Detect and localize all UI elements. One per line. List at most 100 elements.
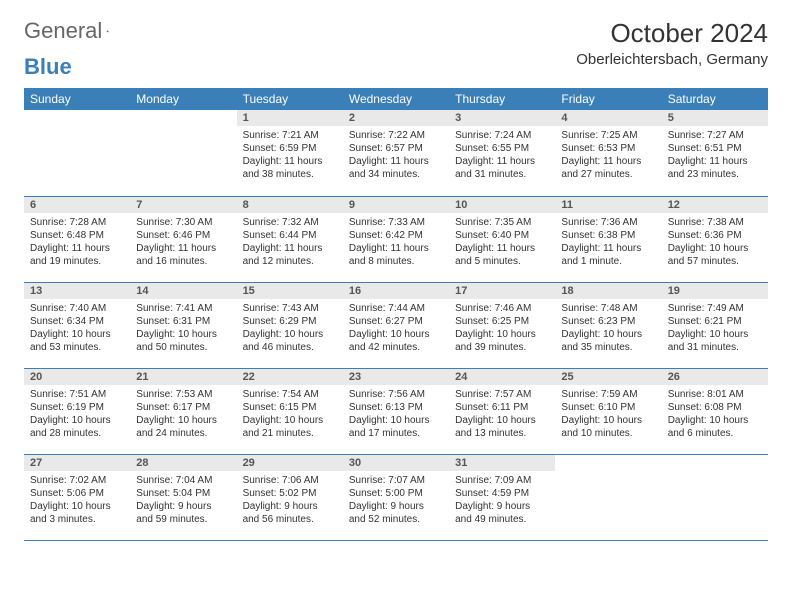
daylight-text: Daylight: 11 hours and 27 minutes. <box>561 155 655 181</box>
sunrise-text: Sunrise: 7:59 AM <box>561 388 655 401</box>
sunrise-text: Sunrise: 7:07 AM <box>349 474 443 487</box>
sunrise-text: Sunrise: 7:51 AM <box>30 388 124 401</box>
day-details: Sunrise: 7:09 AMSunset: 4:59 PMDaylight:… <box>449 471 555 530</box>
daylight-text: Daylight: 10 hours and 31 minutes. <box>668 328 762 354</box>
calendar-day-cell: 20Sunrise: 7:51 AMSunset: 6:19 PMDayligh… <box>24 368 130 454</box>
day-number: 7 <box>130 197 236 213</box>
day-number: 4 <box>555 110 661 126</box>
logo-text-blue: Blue <box>24 54 72 80</box>
daylight-text: Daylight: 11 hours and 1 minute. <box>561 242 655 268</box>
day-details: Sunrise: 7:25 AMSunset: 6:53 PMDaylight:… <box>555 126 661 185</box>
sunset-text: Sunset: 6:48 PM <box>30 229 124 242</box>
day-details: Sunrise: 7:28 AMSunset: 6:48 PMDaylight:… <box>24 213 130 272</box>
day-details: Sunrise: 7:07 AMSunset: 5:00 PMDaylight:… <box>343 471 449 530</box>
calendar-week-row: 27Sunrise: 7:02 AMSunset: 5:06 PMDayligh… <box>24 454 768 540</box>
calendar-week-row: 13Sunrise: 7:40 AMSunset: 6:34 PMDayligh… <box>24 282 768 368</box>
calendar-table: SundayMondayTuesdayWednesdayThursdayFrid… <box>24 88 768 541</box>
daylight-text: Daylight: 11 hours and 38 minutes. <box>243 155 337 181</box>
calendar-day-cell: 16Sunrise: 7:44 AMSunset: 6:27 PMDayligh… <box>343 282 449 368</box>
calendar-day-cell: 8Sunrise: 7:32 AMSunset: 6:44 PMDaylight… <box>237 196 343 282</box>
weekday-header: Saturday <box>662 88 768 110</box>
calendar-day-cell: 6Sunrise: 7:28 AMSunset: 6:48 PMDaylight… <box>24 196 130 282</box>
day-number: 27 <box>24 455 130 471</box>
sunrise-text: Sunrise: 7:33 AM <box>349 216 443 229</box>
calendar-day-cell: 31Sunrise: 7:09 AMSunset: 4:59 PMDayligh… <box>449 454 555 540</box>
calendar-day-cell: 25Sunrise: 7:59 AMSunset: 6:10 PMDayligh… <box>555 368 661 454</box>
day-details: Sunrise: 7:04 AMSunset: 5:04 PMDaylight:… <box>130 471 236 530</box>
calendar-day-cell: 30Sunrise: 7:07 AMSunset: 5:00 PMDayligh… <box>343 454 449 540</box>
day-details: Sunrise: 7:30 AMSunset: 6:46 PMDaylight:… <box>130 213 236 272</box>
logo: General <box>24 18 128 44</box>
daylight-text: Daylight: 11 hours and 8 minutes. <box>349 242 443 268</box>
day-number: 15 <box>237 283 343 299</box>
day-details: Sunrise: 7:54 AMSunset: 6:15 PMDaylight:… <box>237 385 343 444</box>
sunset-text: Sunset: 5:02 PM <box>243 487 337 500</box>
sunrise-text: Sunrise: 7:54 AM <box>243 388 337 401</box>
day-details: Sunrise: 7:38 AMSunset: 6:36 PMDaylight:… <box>662 213 768 272</box>
calendar-day-cell: 28Sunrise: 7:04 AMSunset: 5:04 PMDayligh… <box>130 454 236 540</box>
daylight-text: Daylight: 11 hours and 31 minutes. <box>455 155 549 181</box>
daylight-text: Daylight: 10 hours and 13 minutes. <box>455 414 549 440</box>
title-block: October 2024 Oberleichtersbach, Germany <box>576 18 768 68</box>
sunset-text: Sunset: 5:00 PM <box>349 487 443 500</box>
daylight-text: Daylight: 10 hours and 24 minutes. <box>136 414 230 440</box>
sunrise-text: Sunrise: 7:25 AM <box>561 129 655 142</box>
sunrise-text: Sunrise: 7:43 AM <box>243 302 337 315</box>
day-details: Sunrise: 7:56 AMSunset: 6:13 PMDaylight:… <box>343 385 449 444</box>
day-number: 6 <box>24 197 130 213</box>
day-details: Sunrise: 7:27 AMSunset: 6:51 PMDaylight:… <box>662 126 768 185</box>
day-number: 19 <box>662 283 768 299</box>
weekday-header: Sunday <box>24 88 130 110</box>
sunset-text: Sunset: 6:29 PM <box>243 315 337 328</box>
sunset-text: Sunset: 6:57 PM <box>349 142 443 155</box>
sunset-text: Sunset: 6:21 PM <box>668 315 762 328</box>
daylight-text: Daylight: 10 hours and 28 minutes. <box>30 414 124 440</box>
sunset-text: Sunset: 5:06 PM <box>30 487 124 500</box>
day-number: 28 <box>130 455 236 471</box>
calendar-day-cell <box>662 454 768 540</box>
sunrise-text: Sunrise: 7:56 AM <box>349 388 443 401</box>
day-number: 26 <box>662 369 768 385</box>
daylight-text: Daylight: 10 hours and 42 minutes. <box>349 328 443 354</box>
calendar-day-cell: 19Sunrise: 7:49 AMSunset: 6:21 PMDayligh… <box>662 282 768 368</box>
calendar-day-cell: 3Sunrise: 7:24 AMSunset: 6:55 PMDaylight… <box>449 110 555 196</box>
calendar-day-cell: 9Sunrise: 7:33 AMSunset: 6:42 PMDaylight… <box>343 196 449 282</box>
sunset-text: Sunset: 6:27 PM <box>349 315 443 328</box>
daylight-text: Daylight: 10 hours and 57 minutes. <box>668 242 762 268</box>
sunset-text: Sunset: 6:53 PM <box>561 142 655 155</box>
calendar-day-cell: 7Sunrise: 7:30 AMSunset: 6:46 PMDaylight… <box>130 196 236 282</box>
month-title: October 2024 <box>576 18 768 49</box>
daylight-text: Daylight: 9 hours and 59 minutes. <box>136 500 230 526</box>
sunset-text: Sunset: 6:13 PM <box>349 401 443 414</box>
sunset-text: Sunset: 6:36 PM <box>668 229 762 242</box>
sunrise-text: Sunrise: 7:04 AM <box>136 474 230 487</box>
day-details: Sunrise: 7:02 AMSunset: 5:06 PMDaylight:… <box>24 471 130 530</box>
calendar-day-cell <box>130 110 236 196</box>
sunset-text: Sunset: 6:42 PM <box>349 229 443 242</box>
sunrise-text: Sunrise: 7:40 AM <box>30 302 124 315</box>
weekday-header: Friday <box>555 88 661 110</box>
daylight-text: Daylight: 10 hours and 21 minutes. <box>243 414 337 440</box>
daylight-text: Daylight: 10 hours and 50 minutes. <box>136 328 230 354</box>
sunrise-text: Sunrise: 7:53 AM <box>136 388 230 401</box>
day-details: Sunrise: 7:41 AMSunset: 6:31 PMDaylight:… <box>130 299 236 358</box>
sunrise-text: Sunrise: 7:06 AM <box>243 474 337 487</box>
daylight-text: Daylight: 11 hours and 16 minutes. <box>136 242 230 268</box>
day-number: 18 <box>555 283 661 299</box>
day-number: 16 <box>343 283 449 299</box>
day-number: 31 <box>449 455 555 471</box>
sunrise-text: Sunrise: 8:01 AM <box>668 388 762 401</box>
sunset-text: Sunset: 5:04 PM <box>136 487 230 500</box>
calendar-day-cell: 15Sunrise: 7:43 AMSunset: 6:29 PMDayligh… <box>237 282 343 368</box>
logo-sail-icon <box>106 22 109 40</box>
sunrise-text: Sunrise: 7:09 AM <box>455 474 549 487</box>
calendar-day-cell: 26Sunrise: 8:01 AMSunset: 6:08 PMDayligh… <box>662 368 768 454</box>
day-details: Sunrise: 7:36 AMSunset: 6:38 PMDaylight:… <box>555 213 661 272</box>
calendar-day-cell: 5Sunrise: 7:27 AMSunset: 6:51 PMDaylight… <box>662 110 768 196</box>
sunrise-text: Sunrise: 7:38 AM <box>668 216 762 229</box>
day-number: 24 <box>449 369 555 385</box>
sunset-text: Sunset: 6:55 PM <box>455 142 549 155</box>
day-details: Sunrise: 7:21 AMSunset: 6:59 PMDaylight:… <box>237 126 343 185</box>
day-number: 29 <box>237 455 343 471</box>
weekday-header: Monday <box>130 88 236 110</box>
